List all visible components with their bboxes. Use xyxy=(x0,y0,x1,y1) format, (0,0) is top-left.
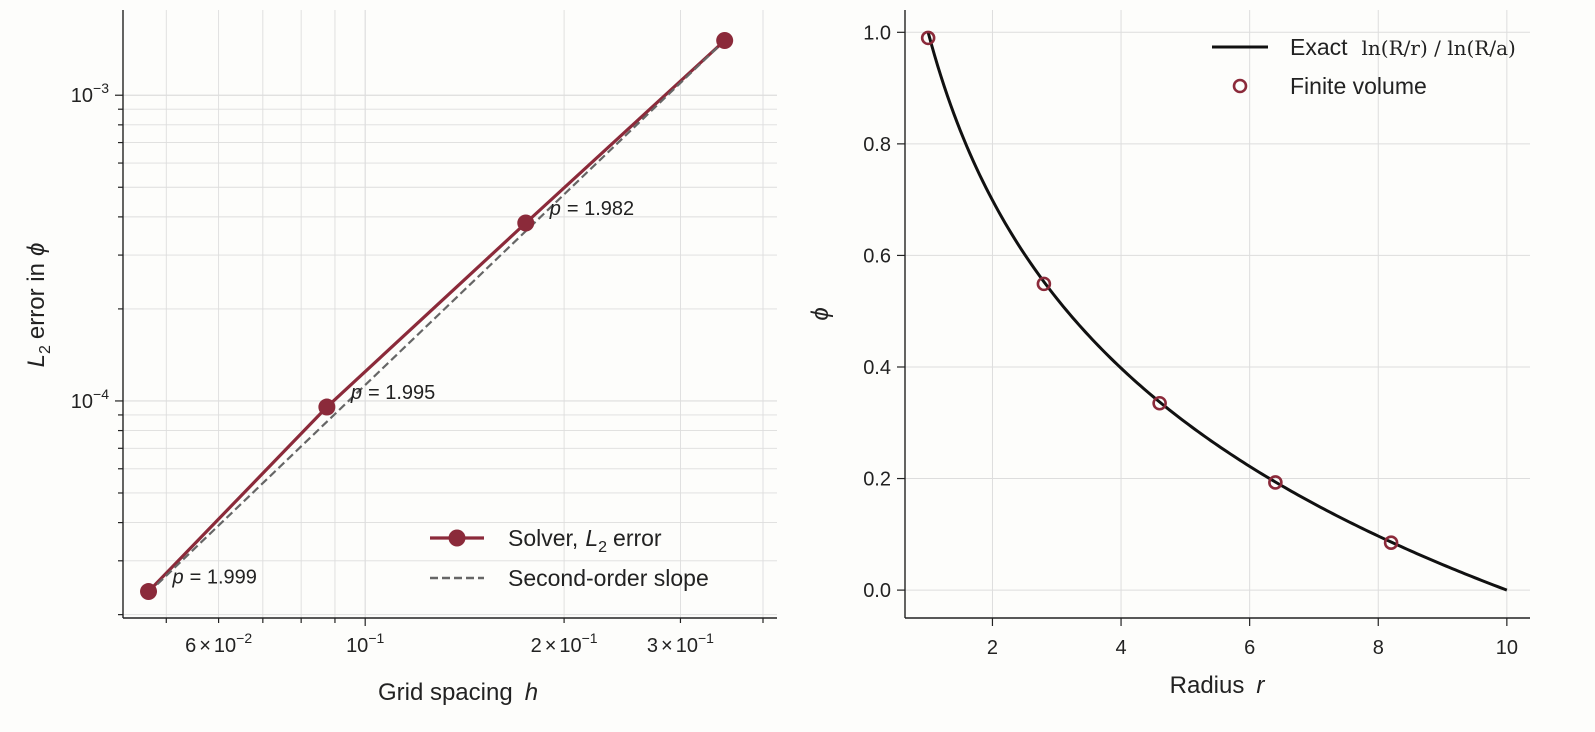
solver-point xyxy=(716,32,734,50)
y-tick-label: 0.4 xyxy=(863,357,891,379)
x-tick-label: 2 xyxy=(987,637,998,659)
left-x-axis-label: Grid spacing h xyxy=(378,679,538,706)
legend-solver-marker xyxy=(448,529,466,547)
order-annotation: p = 1.995 xyxy=(350,382,435,404)
x-tick-label: 10 xyxy=(1496,637,1518,659)
x-tick-label: 6 × 10−2 xyxy=(185,630,252,657)
x-tick-label: 3 × 10−1 xyxy=(647,630,714,657)
x-tick-label: 8 xyxy=(1373,637,1384,659)
y-tick-label: 0.6 xyxy=(863,245,891,267)
left-legend: Solver, L2 error Second-order slope xyxy=(430,525,709,591)
solver-point xyxy=(318,398,336,416)
legend-exact-label: Exact ln(R/r) / ln(R/a) xyxy=(1290,34,1516,60)
finite-volume-point xyxy=(1268,475,1283,490)
left-y-axis-label: L2error inϕ xyxy=(23,243,54,368)
y-tick-label: 10−4 xyxy=(71,386,109,413)
left-axes xyxy=(115,10,777,626)
y-tick-label: 0.2 xyxy=(863,469,891,491)
finite-volume-point xyxy=(1383,535,1399,550)
right-legend: Exact ln(R/r) / ln(R/a) Finite volume xyxy=(1212,34,1516,99)
y-tick-label: 1.0 xyxy=(863,22,891,44)
solver-point xyxy=(517,214,535,232)
convergence-panel: p = 1.999 p = 1.995 p = 1.982 6 × 10−2 10−1 2 × 10−… xyxy=(23,10,777,706)
left-tick-labels: 6 × 10−2 10−1 2 × 10−1 3 × 10−1 10−4 10−3 xyxy=(71,80,714,657)
finite-volume-point xyxy=(1036,276,1052,292)
legend-fv-marker xyxy=(1232,78,1248,94)
left-annotations: p = 1.999 p = 1.995 p = 1.982 xyxy=(172,198,635,589)
right-series xyxy=(920,30,1508,592)
x-tick-label: 6 xyxy=(1244,637,1255,659)
potential-panel: 2 4 6 8 10 0.0 0.2 0.4 0.6 0.8 1.0 Radius r ϕ Exact… xyxy=(807,10,1530,699)
order-annotation: p = 1.982 xyxy=(549,198,634,220)
solver-line xyxy=(147,39,726,593)
x-tick-label: 10−1 xyxy=(346,630,384,657)
right-tick-labels: 2 4 6 8 10 0.0 0.2 0.4 0.6 0.8 1.0 xyxy=(863,22,1518,659)
order-annotation: p = 1.999 xyxy=(172,567,257,589)
exact-curve xyxy=(926,31,1508,592)
finite-volume-point xyxy=(920,30,936,46)
y-tick-label: 0.8 xyxy=(863,134,891,156)
right-axes xyxy=(897,10,1530,626)
right-y-axis-label: ϕ xyxy=(807,307,834,320)
second-order-slope-line xyxy=(147,39,726,594)
x-tick-label: 4 xyxy=(1115,637,1126,659)
y-tick-label: 0.0 xyxy=(863,580,891,602)
solver-point xyxy=(140,583,158,601)
legend-slope-label: Second-order slope xyxy=(508,565,709,591)
right-x-axis-label: Radius r xyxy=(1170,672,1266,699)
finite-volume-point xyxy=(1152,395,1167,411)
left-grid xyxy=(123,10,777,618)
right-grid xyxy=(905,10,1530,618)
y-tick-label: 10−3 xyxy=(71,80,109,107)
left-series xyxy=(140,32,734,601)
legend-solver-label: Solver, L2 error xyxy=(508,525,662,556)
x-tick-label: 2 × 10−1 xyxy=(531,630,598,657)
legend-fv-label: Finite volume xyxy=(1290,73,1427,99)
